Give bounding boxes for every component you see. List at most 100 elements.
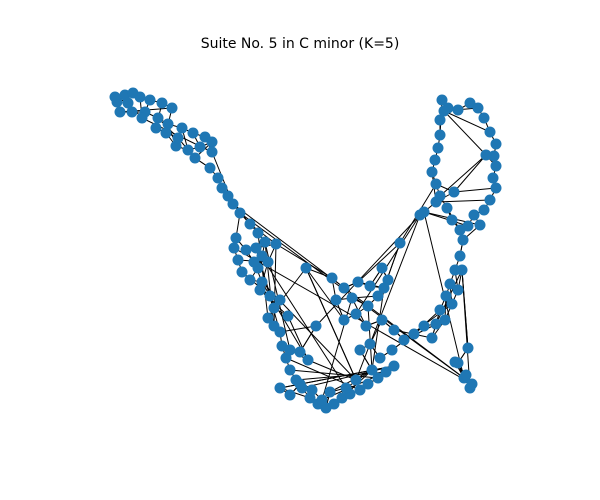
graph-edge — [289, 369, 379, 379]
graph-edge — [307, 359, 357, 381]
graph-node — [438, 105, 450, 117]
graph-edge — [443, 110, 487, 156]
graph-title: Suite No. 5 in C minor (K=5) — [200, 36, 400, 52]
graph-node — [328, 398, 340, 410]
graph-node — [172, 132, 184, 144]
graph-node — [376, 262, 388, 274]
graph-node — [362, 300, 374, 312]
graph-node — [134, 91, 146, 103]
graph-node — [244, 218, 256, 230]
graph-node — [454, 224, 466, 236]
graph-node — [456, 264, 468, 276]
graph-node — [380, 366, 392, 378]
graph-node — [330, 294, 342, 306]
graph-node — [282, 310, 294, 322]
graph-edge — [355, 214, 421, 315]
graph-node — [362, 378, 374, 390]
graph-edge — [453, 154, 487, 193]
graph-node — [252, 227, 264, 239]
graph-node — [434, 114, 446, 126]
graph-node — [160, 127, 172, 139]
graph-node — [227, 198, 239, 210]
graph-node — [374, 352, 386, 364]
graph-node — [408, 328, 420, 340]
graph-node — [294, 346, 306, 358]
graph-node — [264, 290, 276, 302]
graph-node — [366, 364, 378, 376]
graph-node — [484, 126, 496, 138]
graph-node — [284, 344, 296, 356]
graph-node — [136, 112, 148, 124]
graph-node — [206, 136, 218, 148]
graph-node — [109, 91, 121, 103]
graph-node — [310, 320, 322, 332]
graph-node — [244, 274, 256, 286]
graph-node — [182, 144, 194, 156]
graph-node — [234, 207, 246, 219]
graph-node — [364, 338, 376, 350]
graph-node — [346, 292, 358, 304]
graph-node — [466, 378, 478, 390]
graph-node — [284, 389, 296, 401]
graph-edge — [275, 243, 333, 279]
graph-node — [386, 344, 398, 356]
graph-node — [464, 97, 476, 109]
graph-node — [394, 237, 406, 249]
graph-edge — [355, 214, 421, 381]
graph-node — [434, 129, 446, 141]
graph-node — [114, 106, 126, 118]
graph-node — [248, 256, 260, 268]
graph-node — [444, 278, 456, 290]
graph-node — [274, 294, 286, 306]
graph-node — [300, 262, 312, 274]
graph-node — [430, 178, 442, 190]
graph-node — [364, 280, 376, 292]
graph-node — [398, 334, 410, 346]
graph-node — [429, 154, 441, 166]
graph-node — [206, 146, 218, 158]
graph-node — [302, 354, 314, 366]
graph-node — [126, 106, 138, 118]
graph-node — [354, 384, 366, 396]
graph-node — [376, 314, 388, 326]
graph-edge — [423, 211, 469, 227]
graph-node — [262, 312, 274, 324]
graph-node — [487, 172, 499, 184]
graph-node — [426, 166, 438, 178]
graph-node — [430, 318, 442, 330]
graph-edge — [367, 305, 373, 371]
graph-node — [240, 244, 252, 256]
graph-node — [350, 308, 362, 320]
graph-node — [144, 94, 156, 106]
graph-edge — [453, 187, 497, 193]
graph-node — [432, 142, 444, 154]
graph-node — [284, 364, 296, 376]
graph-node — [340, 382, 352, 394]
graph-node — [228, 242, 240, 254]
graph-node — [166, 102, 178, 114]
graph-node — [457, 234, 469, 246]
graph-node — [262, 256, 274, 268]
graph-node — [352, 276, 364, 288]
graph-node — [436, 94, 448, 106]
graph-node — [490, 160, 502, 172]
graph-node — [454, 250, 466, 262]
graph-node — [338, 282, 350, 294]
graph-node — [430, 196, 442, 208]
graph-node — [474, 219, 486, 231]
graph-node — [452, 284, 464, 296]
graph-node — [478, 112, 490, 124]
graph-node — [354, 344, 366, 356]
graph-node — [378, 282, 390, 294]
graph-node — [254, 284, 266, 296]
graph-node — [426, 332, 438, 344]
graph-node — [448, 186, 460, 198]
graph-node — [122, 97, 134, 109]
graph-node — [189, 152, 201, 164]
graph-edge — [305, 267, 357, 381]
graph-node — [212, 172, 224, 184]
graph-node — [236, 266, 248, 278]
graph-node — [468, 209, 480, 221]
